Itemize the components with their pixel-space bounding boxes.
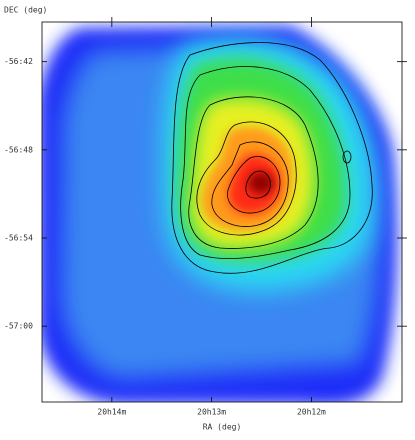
x-tick-label: 20h14m — [97, 408, 126, 417]
x-tick-label: 20h12m — [297, 408, 326, 417]
y-axis-label: DEC (deg) — [4, 6, 47, 15]
sky-image — [42, 26, 397, 402]
plot-frame — [41, 21, 403, 403]
x-axis-label: RA (deg) — [203, 423, 242, 432]
y-tick-label: -56:42 — [4, 57, 33, 66]
y-tick-label: -57:00 — [4, 322, 33, 331]
y-tick-label: -56:54 — [4, 234, 33, 243]
y-tick-label: -56:48 — [4, 145, 33, 154]
x-tick-label: 20h13m — [197, 408, 226, 417]
